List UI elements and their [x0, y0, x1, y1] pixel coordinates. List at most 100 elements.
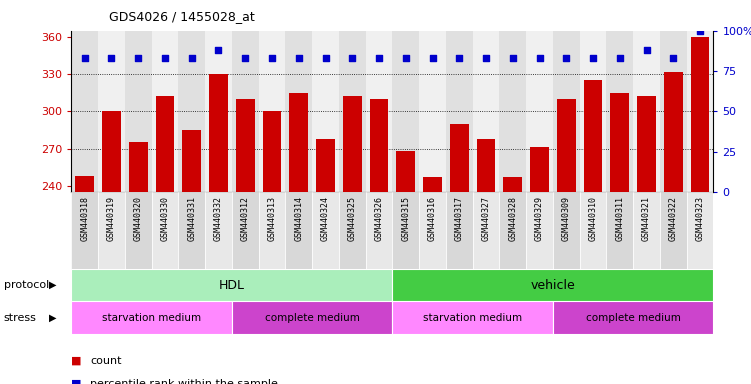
Text: GSM440314: GSM440314: [294, 196, 303, 241]
FancyBboxPatch shape: [472, 192, 499, 269]
Text: ▶: ▶: [49, 280, 56, 290]
Bar: [182, 130, 201, 192]
Text: protocol: protocol: [4, 280, 49, 290]
FancyBboxPatch shape: [499, 192, 526, 269]
Text: HDL: HDL: [219, 279, 245, 291]
Point: [185, 55, 198, 61]
Point: [454, 55, 466, 61]
Text: percentile rank within the sample: percentile rank within the sample: [90, 379, 278, 384]
Bar: [129, 142, 148, 192]
Text: GSM440310: GSM440310: [589, 196, 598, 241]
Bar: [611, 93, 629, 192]
Text: GSM440317: GSM440317: [455, 196, 464, 241]
Point: [213, 47, 225, 53]
FancyBboxPatch shape: [179, 192, 205, 269]
Text: GSM440332: GSM440332: [214, 196, 223, 241]
Text: GSM440318: GSM440318: [80, 196, 89, 241]
Bar: [369, 99, 388, 192]
Bar: [102, 111, 121, 192]
Text: GSM440315: GSM440315: [401, 196, 410, 241]
Point: [427, 55, 439, 61]
Bar: [397, 151, 415, 192]
Bar: [472, 31, 499, 192]
Text: GSM440309: GSM440309: [562, 196, 571, 241]
Bar: [289, 93, 308, 192]
FancyBboxPatch shape: [232, 192, 258, 269]
Bar: [606, 31, 633, 192]
Point: [480, 55, 492, 61]
Text: complete medium: complete medium: [586, 313, 680, 323]
Point: [373, 55, 385, 61]
FancyBboxPatch shape: [392, 269, 713, 301]
Text: GSM440323: GSM440323: [695, 196, 704, 241]
Bar: [339, 31, 366, 192]
FancyBboxPatch shape: [285, 192, 312, 269]
FancyBboxPatch shape: [71, 301, 232, 334]
Bar: [205, 31, 232, 192]
Text: GSM440322: GSM440322: [669, 196, 678, 241]
Point: [614, 55, 626, 61]
Point: [641, 47, 653, 53]
Bar: [664, 72, 683, 192]
Bar: [419, 31, 446, 192]
FancyBboxPatch shape: [686, 192, 713, 269]
Text: ■: ■: [71, 379, 82, 384]
Bar: [553, 31, 580, 192]
Text: GSM440316: GSM440316: [428, 196, 437, 241]
FancyBboxPatch shape: [392, 192, 419, 269]
Bar: [179, 31, 205, 192]
FancyBboxPatch shape: [125, 192, 152, 269]
Bar: [637, 96, 656, 192]
Point: [79, 55, 91, 61]
Point: [319, 55, 331, 61]
Text: ▶: ▶: [49, 313, 56, 323]
Text: GSM440331: GSM440331: [187, 196, 196, 241]
Bar: [236, 99, 255, 192]
FancyBboxPatch shape: [526, 192, 553, 269]
FancyBboxPatch shape: [98, 192, 125, 269]
Text: ■: ■: [71, 356, 82, 366]
Bar: [316, 139, 335, 192]
FancyBboxPatch shape: [152, 192, 179, 269]
Bar: [477, 139, 496, 192]
Bar: [580, 31, 606, 192]
Bar: [633, 31, 660, 192]
Bar: [75, 176, 94, 192]
Text: GSM440324: GSM440324: [321, 196, 330, 241]
Point: [694, 28, 706, 34]
Point: [293, 55, 305, 61]
FancyBboxPatch shape: [580, 192, 606, 269]
Text: starvation medium: starvation medium: [423, 313, 522, 323]
Bar: [152, 31, 178, 192]
Text: starvation medium: starvation medium: [102, 313, 201, 323]
Bar: [423, 177, 442, 192]
Text: GSM440321: GSM440321: [642, 196, 651, 241]
Point: [105, 55, 117, 61]
FancyBboxPatch shape: [419, 192, 446, 269]
Bar: [660, 31, 686, 192]
Bar: [258, 31, 285, 192]
FancyBboxPatch shape: [392, 301, 553, 334]
Text: GSM440329: GSM440329: [535, 196, 544, 241]
Text: GSM440326: GSM440326: [375, 196, 384, 241]
Text: GSM440319: GSM440319: [107, 196, 116, 241]
Bar: [530, 147, 549, 192]
Point: [266, 55, 278, 61]
Bar: [446, 31, 472, 192]
Text: GSM440325: GSM440325: [348, 196, 357, 241]
FancyBboxPatch shape: [258, 192, 285, 269]
Text: GDS4026 / 1455028_at: GDS4026 / 1455028_at: [109, 10, 255, 23]
Text: GSM440312: GSM440312: [241, 196, 250, 241]
FancyBboxPatch shape: [633, 192, 660, 269]
FancyBboxPatch shape: [553, 301, 713, 334]
Point: [159, 55, 171, 61]
Bar: [686, 31, 713, 192]
FancyBboxPatch shape: [312, 192, 339, 269]
Bar: [499, 31, 526, 192]
Bar: [526, 31, 553, 192]
Text: complete medium: complete medium: [264, 313, 360, 323]
Bar: [232, 31, 258, 192]
Point: [507, 55, 519, 61]
FancyBboxPatch shape: [553, 192, 580, 269]
Bar: [98, 31, 125, 192]
